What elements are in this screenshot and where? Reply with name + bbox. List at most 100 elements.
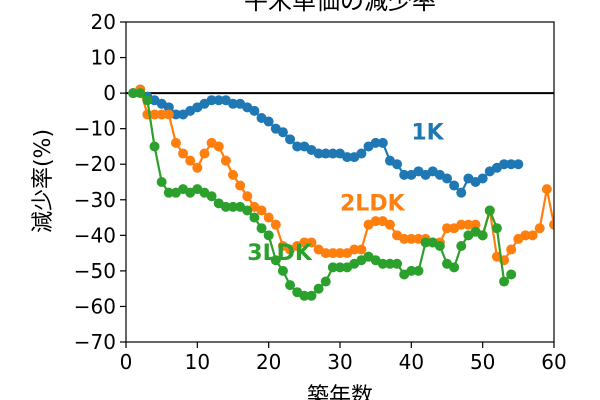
y-tick-label: −70 <box>74 330 116 354</box>
data-point-3ldk <box>313 283 324 294</box>
data-point-3ldk <box>327 262 338 273</box>
data-point-1k <box>477 173 488 184</box>
data-point-3ldk <box>420 237 431 248</box>
y-tick-label: −30 <box>74 188 116 212</box>
data-point-1k <box>370 137 381 148</box>
data-point-2ldk <box>320 248 331 259</box>
data-point-2ldk <box>199 148 210 159</box>
data-point-2ldk <box>384 219 395 230</box>
data-point-1k <box>170 109 181 120</box>
data-point-3ldk <box>128 88 139 99</box>
data-point-2ldk <box>463 219 474 230</box>
y-tick-label: 10 <box>91 46 116 70</box>
data-point-3ldk <box>384 258 395 269</box>
x-tick-label: 60 <box>541 350 566 374</box>
data-point-3ldk <box>206 191 217 202</box>
data-point-2ldk <box>192 162 203 173</box>
x-tick-label: 0 <box>120 350 133 374</box>
data-point-3ldk <box>270 255 281 266</box>
data-point-2ldk <box>541 184 552 195</box>
chart-title: 平米単価の減少率 <box>244 0 436 15</box>
data-point-1k <box>320 148 331 159</box>
data-point-1k <box>277 127 288 138</box>
data-point-3ldk <box>506 269 517 280</box>
data-point-2ldk <box>370 216 381 227</box>
data-point-3ldk <box>249 212 260 223</box>
series-label-2ldk: 2LDK <box>340 191 406 216</box>
data-point-2ldk <box>178 148 189 159</box>
data-point-3ldk <box>413 265 424 276</box>
data-point-1k <box>285 134 296 145</box>
data-point-2ldk <box>356 244 367 255</box>
data-point-2ldk <box>299 237 310 248</box>
data-point-2ldk <box>185 155 196 166</box>
data-point-2ldk <box>549 219 554 230</box>
data-point-3ldk <box>456 241 467 251</box>
y-axis-title: 減少率(%) <box>31 129 56 233</box>
series-label-3ldk: 3LDK <box>247 241 313 266</box>
data-point-2ldk <box>506 244 517 255</box>
data-point-3ldk <box>306 290 317 301</box>
data-point-2ldk <box>256 205 267 216</box>
data-point-1k <box>449 180 460 191</box>
data-point-2ldk <box>349 244 360 255</box>
series-label-1k: 1K <box>411 120 444 145</box>
data-point-3ldk <box>491 223 502 234</box>
data-point-2ldk <box>163 109 174 120</box>
data-point-3ldk <box>335 262 345 273</box>
data-point-1k <box>513 159 524 170</box>
data-point-2ldk <box>327 248 338 259</box>
y-tick-label: 20 <box>91 10 116 34</box>
data-point-2ldk <box>213 141 224 152</box>
data-point-2ldk <box>149 109 160 120</box>
data-point-1k <box>456 187 467 198</box>
data-point-2ldk <box>270 219 281 230</box>
plot-area: 0 10 20 30 40 50 60 20 10 0 −10 −20 −30 −40 −50 −60 −70 1… <box>74 10 567 374</box>
y-tick-label: −10 <box>74 117 116 141</box>
data-point-2ldk <box>228 169 238 180</box>
data-point-1k <box>506 159 517 170</box>
data-point-1k <box>313 148 324 159</box>
data-point-3ldk <box>256 223 267 234</box>
data-point-1k <box>377 137 388 148</box>
data-point-3ldk <box>228 201 238 212</box>
y-tick-label: −60 <box>74 294 116 318</box>
data-point-2ldk <box>335 248 345 259</box>
data-point-3ldk <box>377 258 388 269</box>
data-point-2ldk <box>220 155 231 166</box>
data-point-2ldk <box>399 233 410 244</box>
data-point-3ldk <box>392 258 403 269</box>
data-point-2ldk <box>534 223 545 234</box>
data-point-3ldk <box>406 265 417 276</box>
data-point-3ldk <box>149 141 160 152</box>
data-point-3ldk <box>220 201 231 212</box>
data-point-1k <box>249 105 260 116</box>
data-point-3ldk <box>163 187 174 198</box>
data-point-1k <box>228 98 238 109</box>
data-point-1k <box>213 95 224 106</box>
data-point-3ldk <box>449 262 460 273</box>
data-point-3ldk <box>477 230 488 241</box>
data-point-3ldk <box>320 276 331 287</box>
data-point-2ldk <box>520 230 531 241</box>
data-point-3ldk <box>499 276 510 287</box>
data-point-1k <box>163 102 174 113</box>
data-point-1k <box>356 148 367 159</box>
series-group <box>128 84 554 301</box>
data-point-2ldk <box>263 212 274 223</box>
data-point-3ldk <box>135 88 146 99</box>
data-point-3ldk <box>142 95 153 106</box>
data-point-1k <box>399 169 410 180</box>
data-point-1k <box>499 159 510 170</box>
data-point-3ldk <box>299 290 310 301</box>
data-point-2ldk <box>235 180 246 191</box>
data-point-3ldk <box>263 230 274 241</box>
data-point-2ldk <box>406 233 417 244</box>
data-point-3ldk <box>277 265 288 276</box>
y-tick-label: −40 <box>74 223 116 247</box>
data-point-2ldk <box>170 137 181 148</box>
x-tick-label: 20 <box>256 350 281 374</box>
x-tick-label: 30 <box>327 350 352 374</box>
